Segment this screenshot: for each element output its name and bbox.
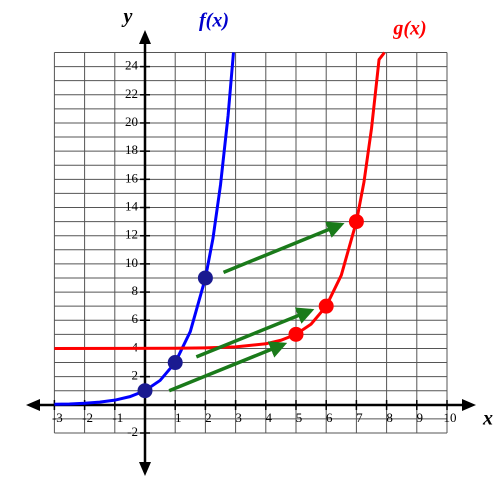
x-axis-label: x — [482, 408, 493, 430]
y-arrow-down — [139, 462, 151, 476]
arrow — [222, 221, 345, 274]
x-tick-label: 8 — [386, 410, 393, 425]
x-tick-label: 5 — [296, 410, 303, 425]
point — [348, 214, 364, 230]
x-tick-label: 7 — [356, 410, 363, 425]
curve — [54, 52, 235, 406]
y-tick-label: 2 — [132, 368, 139, 383]
y-tick-label: -2 — [127, 424, 138, 439]
point — [288, 326, 304, 342]
y-tick-label: 12 — [125, 227, 138, 242]
point — [197, 270, 213, 286]
y-arrow-up — [139, 30, 151, 44]
x-tick-label: 1 — [175, 410, 182, 425]
x-tick-label: 9 — [417, 410, 424, 425]
arrow — [195, 307, 315, 359]
x-tick-label: -2 — [82, 410, 93, 425]
y-tick-label: 24 — [125, 58, 139, 73]
x-tick-label: 10 — [444, 410, 457, 425]
y-tick-label: 22 — [125, 86, 138, 101]
y-tick-label: 20 — [125, 114, 138, 129]
x-tick-label: 4 — [266, 410, 273, 425]
y-tick-label: 10 — [125, 255, 138, 270]
x-arrow-left — [26, 399, 40, 411]
point — [137, 383, 153, 399]
y-tick-label: 18 — [125, 142, 138, 157]
y-axis-label: y — [122, 6, 133, 28]
x-arrow-right — [462, 399, 476, 411]
point — [318, 298, 334, 314]
y-tick-label: 16 — [125, 170, 139, 185]
arrow — [168, 341, 288, 393]
series-label: g(x) — [392, 18, 426, 40]
series-label: f(x) — [199, 10, 229, 32]
x-tick-label: 2 — [205, 410, 212, 425]
x-tick-label: 3 — [235, 410, 242, 425]
point — [167, 355, 183, 371]
x-tick-label: 6 — [326, 410, 333, 425]
y-tick-label: 6 — [132, 311, 139, 326]
x-tick-label: -1 — [112, 410, 123, 425]
y-tick-label: 14 — [125, 199, 139, 214]
x-tick-label: -3 — [52, 410, 63, 425]
y-tick-label: 8 — [132, 283, 139, 298]
